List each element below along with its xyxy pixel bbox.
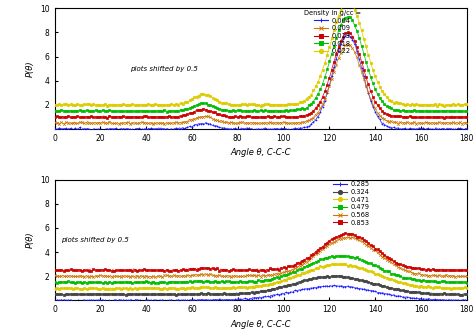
Text: plots shifted by 0.5: plots shifted by 0.5 xyxy=(62,237,129,243)
Y-axis label: P(θ): P(θ) xyxy=(26,60,35,77)
Legend: 0.004, 0.009, 0.013, 0.018, 0.022: 0.004, 0.009, 0.013, 0.018, 0.022 xyxy=(303,9,362,55)
Legend: 0.285, 0.324, 0.471, 0.479, 0.568, 0.853: 0.285, 0.324, 0.471, 0.479, 0.568, 0.853 xyxy=(332,181,371,226)
Y-axis label: P(θ): P(θ) xyxy=(26,232,35,248)
X-axis label: Angle θ, C-C-C: Angle θ, C-C-C xyxy=(230,148,291,157)
X-axis label: Angle θ, C-C-C: Angle θ, C-C-C xyxy=(230,320,291,329)
Text: plots shifted by 0.5: plots shifted by 0.5 xyxy=(130,66,198,72)
